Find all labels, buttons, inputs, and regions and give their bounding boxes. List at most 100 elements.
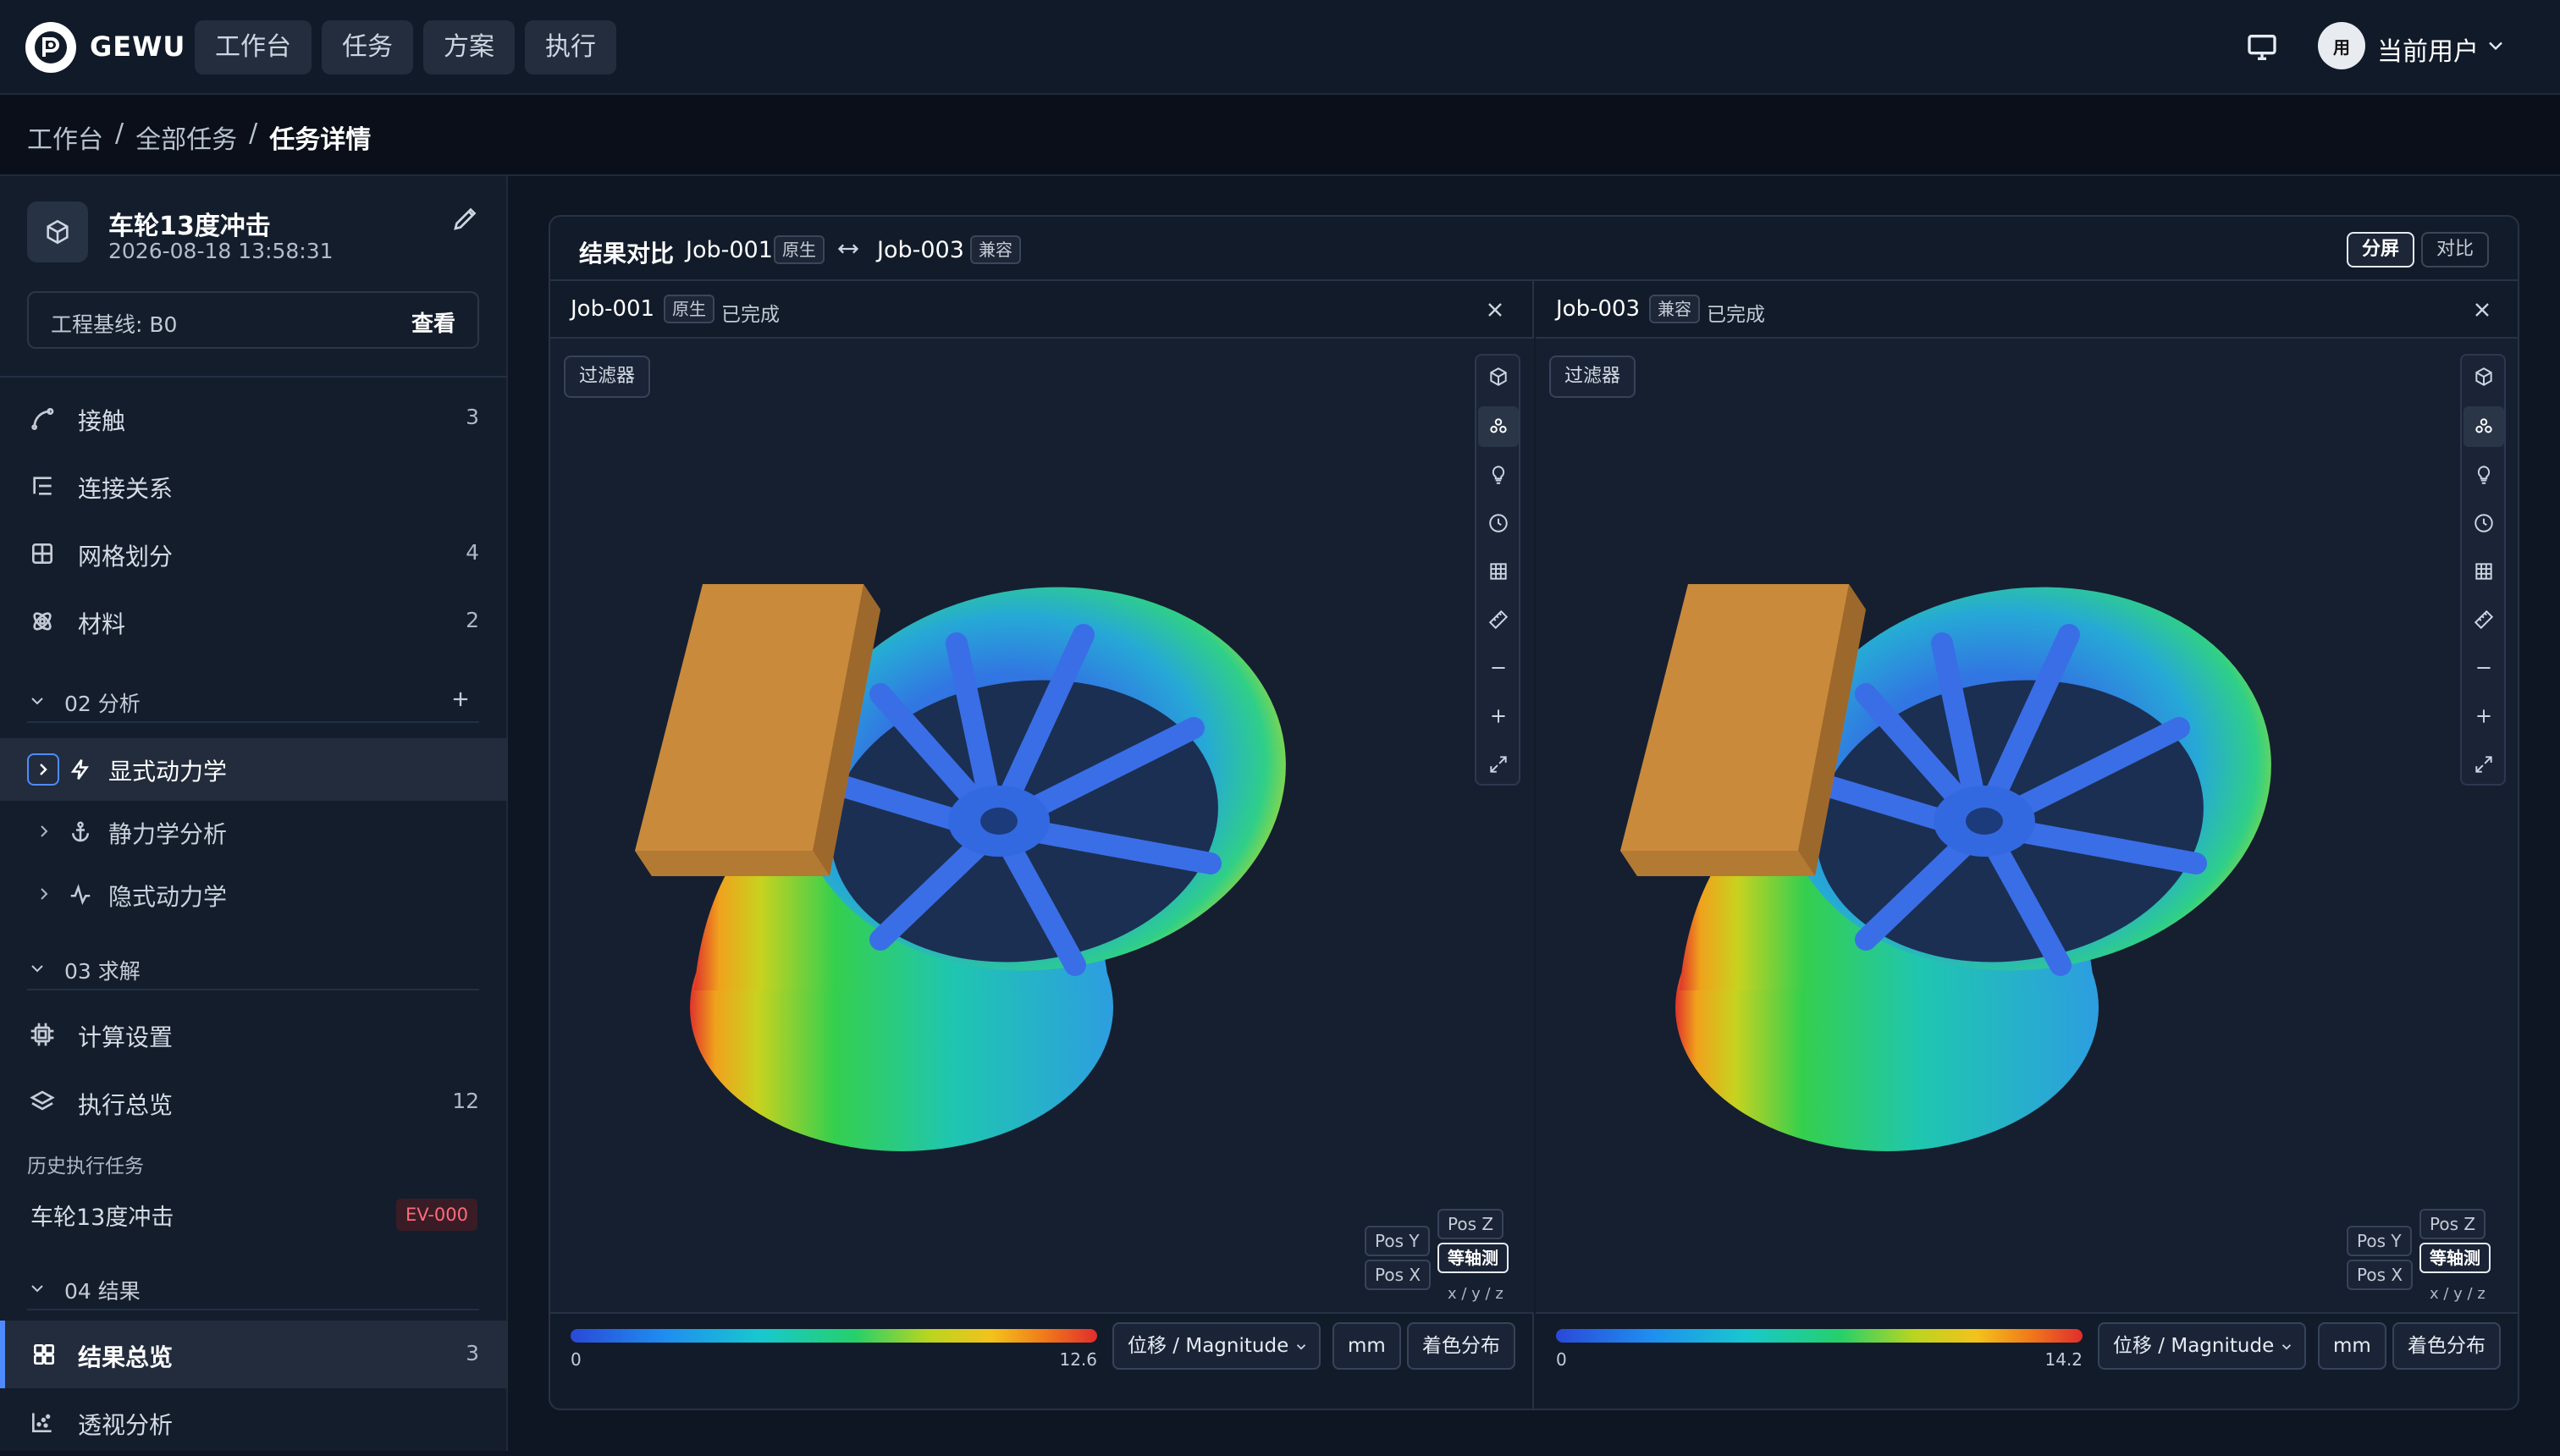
breadcrumb-workbench[interactable]: 工作台 (27, 125, 103, 155)
history-item[interactable]: 车轮13度冲击 (30, 1205, 174, 1231)
pos-z-button[interactable]: Pos Z (1437, 1209, 1504, 1239)
pos-y-button[interactable]: Pos Y (1365, 1226, 1430, 1256)
axis-legend: x / y / z (2430, 1285, 2486, 1303)
panel-header: 结果对比 Job-001 原生 Job-003 兼容 分屏 对比 (550, 217, 2518, 281)
user-name[interactable]: 当前用户 (2377, 37, 2479, 67)
baseline-view-button[interactable]: 查看 (411, 312, 455, 337)
clock-icon[interactable] (2473, 512, 2495, 534)
pos-z-button[interactable]: Pos Z (2419, 1209, 2486, 1239)
section-solve[interactable]: 03 求解 (27, 948, 479, 990)
3d-scene[interactable]: 过滤器 Pos Z Pos Y 等轴测 Pos X x / y / z (550, 339, 1534, 1312)
zoom-out-icon[interactable] (1487, 657, 1509, 679)
sidebar-item-explicit-dynamics[interactable]: 显式动力学 (0, 738, 508, 801)
bulb-icon[interactable] (1487, 464, 1509, 486)
section-label: 02 分析 (64, 692, 141, 716)
sidebar-item-mesh[interactable]: 网格划分 4 (0, 520, 508, 587)
expand-toggle[interactable] (27, 753, 59, 786)
unit-select[interactable]: mm (1332, 1322, 1401, 1370)
field-select[interactable]: 位移 / Magnitude (1112, 1322, 1321, 1370)
ruler-icon[interactable] (2473, 609, 2495, 631)
clock-icon[interactable] (1487, 512, 1509, 534)
lightning-icon (70, 759, 89, 780)
zoom-in-icon[interactable] (1487, 705, 1509, 727)
bulb-icon[interactable] (2473, 464, 2495, 486)
viewport-status: 已完成 (721, 304, 780, 326)
chevron-down-icon (2281, 1344, 2292, 1350)
sidebar-item-label: 计算设置 (78, 1023, 174, 1051)
job-b-label: Job-003 (877, 237, 964, 263)
sidebar-item-perspective-analysis[interactable]: 透视分析 (0, 1388, 508, 1456)
section-analysis[interactable]: 02 分析 (27, 681, 479, 723)
sidebar-item-compute-settings[interactable]: 计算设置 (0, 1001, 508, 1068)
wheel-model[interactable] (601, 466, 1397, 1177)
sidebar-item-count: 12 (452, 1089, 479, 1113)
pos-y-button[interactable]: Pos Y (2347, 1226, 2412, 1256)
3d-scene[interactable]: 过滤器 Pos Z Pos Y 等轴测 Pos X x / y / z (1536, 339, 2518, 1312)
compare-view-button[interactable]: 对比 (2420, 232, 2489, 267)
nav-tasks[interactable]: 任务 (322, 20, 413, 74)
monitor-icon[interactable] (2245, 30, 2279, 64)
mesh-grid-icon[interactable] (1487, 560, 1509, 582)
sidebar-item-count: 2 (466, 608, 479, 632)
color-scale (571, 1329, 1097, 1343)
chevron-down-icon[interactable] (2484, 34, 2508, 58)
result-compare-panel: 结果对比 Job-001 原生 Job-003 兼容 分屏 对比 Job-001… (549, 215, 2519, 1410)
pos-x-button[interactable]: Pos X (1365, 1260, 1432, 1290)
panel-title: 结果对比 (579, 240, 675, 267)
zoom-out-icon[interactable] (2473, 657, 2495, 679)
pos-x-button[interactable]: Pos X (2347, 1260, 2414, 1290)
filter-button[interactable]: 过滤器 (1549, 356, 1636, 398)
sidebar-item-connections[interactable]: 连接关系 (0, 452, 508, 520)
anchor-icon (72, 821, 89, 842)
close-icon[interactable] (1483, 298, 1507, 322)
cubes-icon[interactable] (1487, 416, 1509, 438)
sidebar-item-material[interactable]: 材料 2 (0, 587, 508, 655)
field-select[interactable]: 位移 / Magnitude (2098, 1322, 2306, 1370)
baseline-card: 工程基线: B0 查看 (27, 291, 479, 349)
color-legend-bar: 0 14.2 位移 / Magnitude mm 着色分布 (1536, 1312, 2518, 1409)
sidebar-item-contact[interactable]: 接触 3 (0, 384, 508, 452)
expand-icon[interactable] (1487, 753, 1509, 775)
section-results[interactable]: 04 结果 (27, 1268, 479, 1310)
main-nav: 工作台 任务 方案 执行 (195, 20, 616, 74)
chevron-right-icon (41, 888, 48, 900)
cubes-icon[interactable] (2473, 416, 2495, 438)
wheel-model[interactable] (1586, 466, 2382, 1177)
unit-select[interactable]: mm (2318, 1322, 2386, 1370)
render-mode-button[interactable]: 着色分布 (1407, 1322, 1515, 1370)
edit-icon[interactable] (450, 203, 481, 234)
render-mode-button[interactable]: 着色分布 (2392, 1322, 2501, 1370)
split-view-button[interactable]: 分屏 (2346, 232, 2414, 267)
expand-icon[interactable] (2473, 753, 2495, 775)
contact-icon (31, 408, 54, 430)
plus-icon[interactable] (449, 687, 472, 711)
breadcrumb-all-tasks[interactable]: 全部任务 (135, 125, 238, 155)
viewport-job: Job-001 (571, 296, 655, 322)
scale-min: 0 (1556, 1349, 1567, 1370)
breadcrumb-current: 任务详情 (269, 125, 372, 155)
isometric-button[interactable]: 等轴测 (1437, 1243, 1509, 1273)
avatar[interactable]: 用 (2318, 22, 2365, 69)
swap-icon[interactable] (835, 237, 862, 261)
cube-icon[interactable] (2473, 366, 2495, 388)
view-toolbar (2460, 354, 2506, 786)
close-icon[interactable] (2470, 298, 2494, 322)
sidebar-item-results-overview[interactable]: 结果总览 3 (0, 1321, 508, 1388)
logo-icon[interactable] (25, 22, 76, 73)
sidebar-item-count: 3 (466, 1341, 479, 1365)
nav-execute[interactable]: 执行 (525, 20, 616, 74)
sidebar-item-implicit[interactable]: 隐式动力学 (0, 863, 508, 926)
sidebar-item-execution-overview[interactable]: 执行总览 12 (0, 1068, 508, 1136)
sidebar-item-static[interactable]: 静力学分析 (0, 801, 508, 863)
isometric-button[interactable]: 等轴测 (2419, 1243, 2491, 1273)
sidebar-item-label: 隐式动力学 (108, 883, 228, 911)
zoom-in-icon[interactable] (2473, 705, 2495, 727)
mesh-grid-icon[interactable] (2473, 560, 2495, 582)
nav-workbench[interactable]: 工作台 (195, 20, 312, 74)
filter-button[interactable]: 过滤器 (564, 356, 651, 398)
sidebar-item-label: 材料 (78, 610, 126, 638)
ruler-icon[interactable] (1487, 609, 1509, 631)
nav-plans[interactable]: 方案 (423, 20, 515, 74)
job-a-label: Job-001 (686, 237, 773, 263)
cube-icon[interactable] (1487, 366, 1509, 388)
